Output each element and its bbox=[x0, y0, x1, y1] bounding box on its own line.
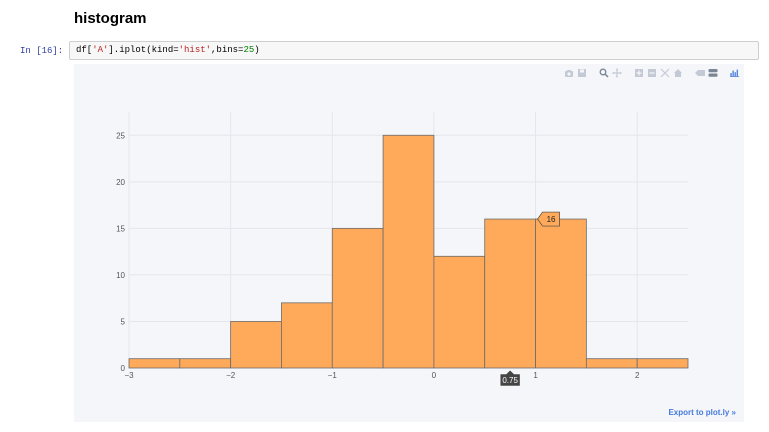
cell-prompt: In [16]: bbox=[20, 46, 64, 56]
code-string-column: 'A' bbox=[92, 45, 109, 55]
histogram-bar bbox=[636, 358, 689, 369]
histogram-bar bbox=[382, 134, 435, 369]
code-middle-2: ,bins= bbox=[211, 45, 244, 55]
histogram-bar bbox=[433, 255, 486, 369]
y-tick-label: 10 bbox=[116, 271, 125, 280]
histogram-bar bbox=[128, 358, 181, 369]
hover-value-label: 16 bbox=[547, 215, 556, 224]
y-tick-label: 15 bbox=[116, 224, 125, 233]
hover-labels: 160.75 bbox=[499, 211, 560, 387]
histogram-bars bbox=[128, 134, 689, 369]
y-tick-label: 0 bbox=[121, 364, 126, 373]
code-middle: ].iplot(kind= bbox=[108, 45, 179, 55]
compare-icon[interactable] bbox=[708, 68, 718, 78]
autoscale-icon[interactable] bbox=[660, 68, 670, 78]
zoom-in-icon[interactable] bbox=[634, 68, 644, 78]
x-tick-label: 0 bbox=[432, 371, 437, 380]
histogram-bar bbox=[230, 321, 282, 369]
hover-x-label: 0.75 bbox=[502, 376, 518, 385]
section-heading: histogram bbox=[74, 10, 147, 27]
x-tick-label: 2 bbox=[635, 371, 640, 380]
spike-lines-icon[interactable] bbox=[695, 68, 705, 78]
zoom-out-icon[interactable] bbox=[647, 68, 657, 78]
pan-icon[interactable] bbox=[612, 68, 622, 78]
hover-x-tag bbox=[499, 369, 521, 387]
axes: 0 5 10 15 20 25 −3 −2 −1 0 1 2 bbox=[116, 131, 640, 380]
x-tick-label: −2 bbox=[226, 371, 236, 380]
y-tick-label: 20 bbox=[116, 178, 125, 187]
modebar bbox=[564, 68, 740, 78]
histogram-bar bbox=[281, 302, 333, 369]
x-tick-label: −3 bbox=[124, 371, 134, 380]
y-tick-label: 25 bbox=[116, 131, 125, 140]
code-string-kind: 'hist' bbox=[178, 45, 212, 55]
home-icon[interactable] bbox=[673, 68, 683, 78]
plotly-logo-icon[interactable] bbox=[730, 68, 740, 78]
camera-icon[interactable] bbox=[564, 68, 574, 78]
zoom-icon[interactable] bbox=[599, 68, 609, 78]
export-to-plotly-link[interactable]: Export to plot.ly » bbox=[668, 408, 736, 417]
save-icon[interactable] bbox=[577, 68, 587, 78]
code-suffix: ) bbox=[254, 45, 260, 55]
x-tick-label: 1 bbox=[533, 371, 538, 380]
x-tick-label: −1 bbox=[328, 371, 338, 380]
code-text: df['A'].iplot(kind='hist',bins=25) bbox=[76, 45, 260, 55]
code-cell[interactable]: df['A'].iplot(kind='hist',bins=25) bbox=[69, 41, 759, 60]
y-tick-label: 5 bbox=[121, 317, 126, 326]
histogram-bar bbox=[331, 227, 384, 369]
code-prefix: df[ bbox=[76, 45, 93, 55]
histogram-bar bbox=[179, 358, 232, 369]
histogram-bar bbox=[484, 218, 536, 369]
hover-value-tag bbox=[537, 211, 560, 227]
histogram-bar bbox=[585, 358, 638, 369]
plot-area[interactable]: 0 5 10 15 20 25 −3 −2 −1 0 1 2 16 0.75 Export to plo… bbox=[74, 64, 744, 422]
code-number-bins: 25 bbox=[243, 45, 255, 55]
histogram-bar bbox=[535, 218, 587, 369]
